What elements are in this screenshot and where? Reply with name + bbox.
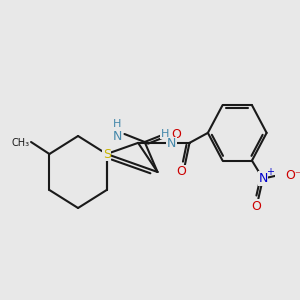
- Text: +: +: [266, 167, 274, 177]
- Text: H: H: [113, 119, 121, 129]
- Text: N: N: [167, 137, 176, 150]
- Text: S: S: [103, 148, 111, 160]
- Text: O: O: [171, 128, 181, 140]
- Text: O⁻: O⁻: [285, 169, 300, 182]
- Text: O: O: [176, 165, 186, 178]
- Text: CH₃: CH₃: [11, 138, 29, 148]
- Text: H: H: [160, 129, 169, 139]
- Text: O: O: [252, 200, 262, 213]
- Text: N: N: [258, 172, 268, 185]
- Text: N: N: [112, 130, 122, 142]
